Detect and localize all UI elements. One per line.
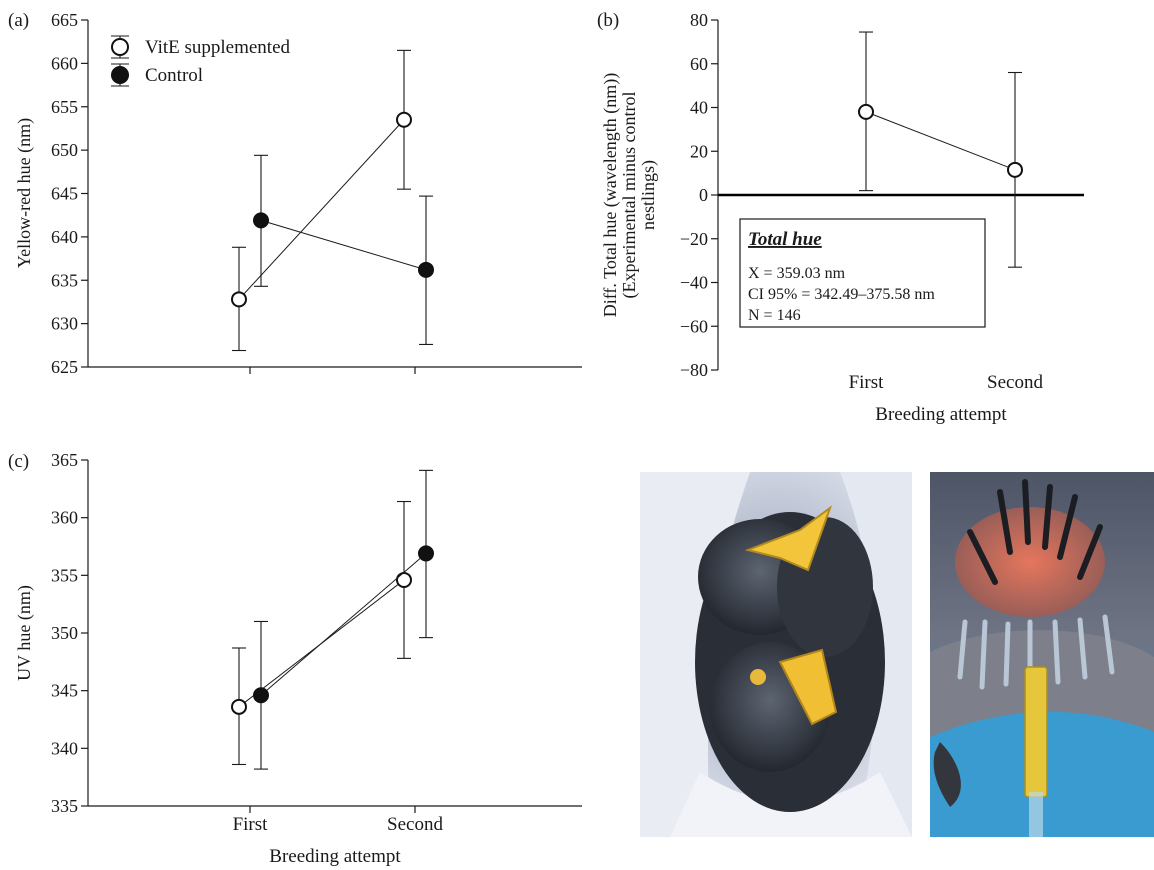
data-point [396, 571, 412, 588]
y-axis-title-line: nestlings) [638, 160, 659, 230]
y-tick-label: −60 [680, 316, 708, 336]
chart-diff-total-hue: −80 −60 −40 −20 0 20 40 60 80 First Second Breeding… [600, 10, 1084, 425]
y-tick-label: −20 [680, 229, 708, 249]
x-axis-title: Breeding attempt [875, 404, 1007, 425]
nestlings-photo [640, 472, 912, 837]
y-axis-title: Yellow-red hue (nm) [14, 118, 35, 268]
total-hue-annotation: Total hue X = 359.03 nm CI 95% = 342.49–… [739, 218, 986, 328]
y-tick-label: 40 [690, 98, 708, 118]
x-category-label: First [233, 814, 269, 835]
legend-marker [111, 66, 129, 84]
y-tick-label: 625 [51, 357, 78, 377]
x-category-label: Second [387, 814, 443, 835]
y-tick-label: 645 [51, 184, 78, 204]
y-tick-label: 635 [51, 270, 78, 290]
series-line [260, 553, 427, 696]
y-tick-label: −40 [680, 273, 708, 293]
pin-feathers-photo [930, 472, 1154, 837]
data-point [858, 103, 874, 120]
y-tick-label: 340 [51, 738, 78, 758]
y-axis-title-line: (Experimental minus control [619, 92, 640, 299]
y-tick-label: 355 [51, 565, 78, 585]
y-tick-label: 630 [51, 314, 78, 334]
y-axis-title: UV hue (nm) [14, 585, 35, 681]
data-point [418, 261, 434, 278]
annotation-title: Total hue [748, 229, 822, 250]
pin-feathers-image [930, 472, 1154, 837]
annotation-mean: X = 359.03 nm [748, 265, 846, 282]
annotation-ci: CI 95% = 342.49–375.58 nm [748, 286, 935, 303]
nestlings-image [640, 472, 912, 837]
legend-label: Control [145, 65, 203, 86]
series-line [238, 119, 405, 300]
annotation-box [739, 218, 986, 328]
legend-marker [111, 38, 129, 56]
y-tick-label: 650 [51, 140, 78, 160]
y-axis-title-line: Diff. Total hue (wavelength (nm)) [600, 73, 621, 318]
data-point [231, 291, 247, 308]
data-point [396, 111, 412, 128]
y-axis-title: Diff. Total hue (wavelength (nm))(Experi… [600, 73, 659, 318]
x-category-label: Second [987, 372, 1043, 393]
y-tick-label: 0 [699, 185, 708, 205]
legend-label: VitE supplemented [145, 37, 291, 58]
series-line [865, 111, 1016, 171]
series-line [260, 219, 427, 271]
y-tick-label: 365 [51, 450, 78, 470]
data-point [231, 698, 247, 715]
y-tick-label: −80 [680, 360, 708, 380]
data-point [1007, 161, 1023, 178]
y-tick-label: 335 [51, 796, 78, 816]
panel-a-tag: (a) [8, 10, 29, 31]
y-tick-label: 640 [51, 227, 78, 247]
data-point [253, 212, 269, 229]
x-axis-title: Breeding attempt [269, 846, 401, 867]
y-tick-label: 655 [51, 97, 78, 117]
data-point [418, 545, 434, 562]
panel-b-tag: (b) [597, 10, 619, 31]
y-tick-label: 80 [690, 10, 708, 30]
y-tick-label: 20 [690, 141, 708, 161]
y-tick-label: 665 [51, 10, 78, 30]
x-category-label: First [849, 372, 885, 393]
panel-c-tag: (c) [8, 451, 29, 472]
annotation-n: N = 146 [748, 307, 801, 324]
y-tick-label: 345 [51, 681, 78, 701]
chart-uv-hue: 335 340 345 350 355 360 365 First Second Breeding… [14, 450, 582, 867]
chart-yellow-red-hue: 625 630 635 640 645 650 655 660 665 Yellow-red hu… [14, 10, 582, 377]
y-tick-label: 60 [690, 54, 708, 74]
y-tick-label: 360 [51, 508, 78, 528]
data-point [253, 687, 269, 704]
y-tick-label: 660 [51, 53, 78, 73]
y-tick-label: 350 [51, 623, 78, 643]
